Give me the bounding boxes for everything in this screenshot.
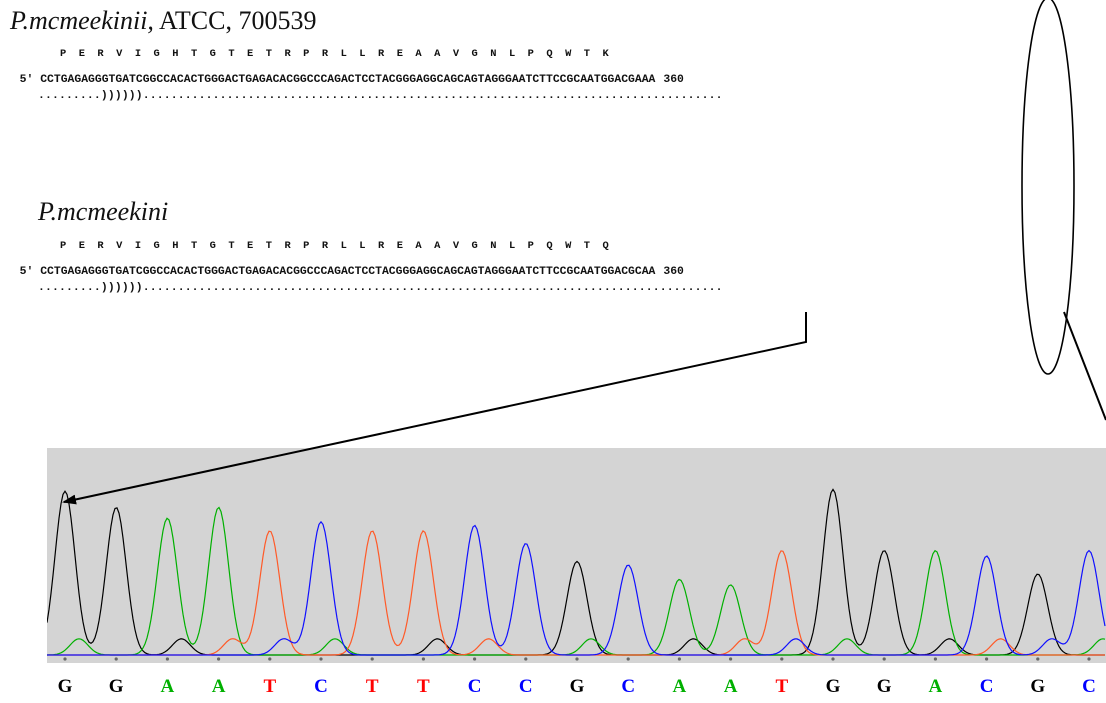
base-call: G [57,676,73,697]
baseline-marker [1087,657,1091,661]
base-call: A [928,676,943,697]
panel1-amino-acids: P E R V I G H T G T E T R P R L L R E A … [60,48,609,60]
baseline-marker [780,657,784,661]
base-call: A [672,676,687,697]
panel2-prefix: 5' [19,266,34,278]
base-call: C [314,676,328,697]
base-call: C [979,676,994,697]
baseline-marker [626,657,630,661]
base-call: A [160,676,175,697]
panel1-strain: ATCC, 700539 [159,6,317,35]
chromatogram-panel [47,448,1106,663]
panel2-sequence: CCTGAGAGGGTGATCGGCCACACTGGGACTGAGACACGGC… [40,266,656,278]
base-call: A [723,676,738,697]
base-call: G [825,676,841,697]
base-call: C [1082,676,1096,697]
panel2-position: 360 [663,266,684,278]
base-call: C [621,676,636,697]
panel1-structure: .........)))))).........................… [38,90,723,102]
baseline-marker [831,657,835,661]
baseline-marker [114,657,118,661]
trace-G [47,488,1105,656]
base-call: G [569,676,585,697]
panel1-position: 360 [663,74,684,86]
base-call: G [108,676,124,697]
baseline-marker [677,657,682,661]
baseline-marker [473,657,477,661]
chromatogram-traces [47,488,1106,661]
base-call: T [775,676,789,697]
base-call: T [263,676,277,697]
highlight-ellipse [1021,0,1075,375]
panel1-species: P.mcmeekinii, [10,6,154,35]
panel1-sequence-line: 5' CCTGAGAGGGTGATCGGCCACACTGGGACTGAGACAC… [6,62,684,86]
base-call: G [1030,676,1046,697]
baseline-marker [933,657,938,661]
panel2-species: P.mcmeekini [38,197,169,226]
panel2-title: P.mcmeekini [38,197,168,227]
base-call: T [365,676,379,697]
base-call: C [467,676,482,697]
panel1-title: P.mcmeekinii, ATCC, 700539 [10,6,316,36]
baseline-marker [575,657,579,661]
base-call: T [417,676,430,697]
baseline-marker [729,657,733,661]
baseline-marker [1036,657,1040,661]
base-call: A [211,676,226,697]
baseline-marker [370,657,374,661]
trace-A [47,506,1106,656]
panel1-prefix: 5' [19,74,34,86]
trace-C [47,520,1106,656]
baseline-marker [319,657,323,661]
base-call: G [876,676,892,697]
baseline-marker [985,657,989,661]
base-call: C [518,676,533,697]
baseline-marker [524,657,528,661]
panel2-amino-acids: P E R V I G H T G T E T R P R L L R E A … [60,240,609,252]
panel2-sequence-line: 5' CCTGAGAGGGTGATCGGCCACACTGGGACTGAGACAC… [6,254,684,278]
baseline-marker [63,657,67,661]
panel1-sequence: CCTGAGAGGGTGATCGGCCACACTGGGACTGAGACACGGC… [40,74,656,86]
baseline-marker [421,657,425,661]
baseline-marker [165,657,169,661]
baseline-marker [882,657,886,661]
baseline-marker [268,657,272,661]
panel2-structure: .........)))))).........................… [38,282,723,294]
pointer-line-to-chromatogram-end [1063,311,1106,421]
baseline-marker [217,657,221,661]
